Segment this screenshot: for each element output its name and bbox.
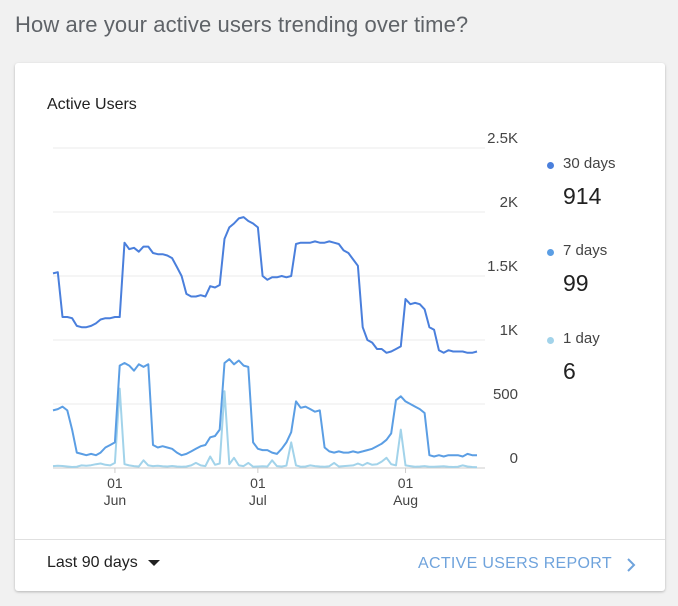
chevron-right-icon[interactable] [623,557,639,573]
series-line-30-days [52,216,478,354]
x-tick-month: Aug [393,492,418,508]
card-title: Active Users [47,96,137,113]
series-line-7-days [52,358,478,458]
caret-down-icon [147,560,160,566]
chart-series [52,216,478,469]
legend-dot-1-day [547,337,554,344]
chart-grid [53,147,485,469]
x-tick-day: 01 [250,475,266,491]
x-tick-month: Jun [104,492,127,508]
date-range-label: Last 90 days [47,554,138,571]
active-users-card: Active Users 0 500 1K 1.5K 2K 2.5K 01 Jun 01 Jul… [15,63,665,591]
legend-value-30-days: 914 [563,183,602,209]
legend-label-1-day: 1 day [563,330,600,347]
series-line-1-day [52,387,478,469]
legend-dot-30-days [547,162,554,169]
x-tick-month: Jul [249,492,267,508]
y-tick-label: 0 [510,450,518,467]
y-axis: 0 500 1K 1.5K 2K 2.5K [487,130,518,467]
footer-divider [15,539,665,540]
x-tick-day: 01 [398,475,414,491]
legend-value-7-days: 99 [563,270,589,296]
page-question: How are your active users trending over … [15,12,469,37]
y-tick-label: 1.5K [487,258,518,275]
legend-dot-7-days [547,249,554,256]
x-tick-day: 01 [107,475,123,491]
legend-value-1-day: 6 [563,358,576,384]
y-tick-label: 2.5K [487,130,518,147]
legend-label-30-days: 30 days [563,155,616,172]
legend-label-7-days: 7 days [563,242,608,259]
y-tick-label: 1K [500,322,518,339]
y-tick-label: 500 [493,386,518,403]
active-users-report-link[interactable]: ACTIVE USERS REPORT [418,555,612,572]
y-tick-label: 2K [500,194,518,211]
date-range-dropdown[interactable]: Last 90 days [47,554,160,572]
